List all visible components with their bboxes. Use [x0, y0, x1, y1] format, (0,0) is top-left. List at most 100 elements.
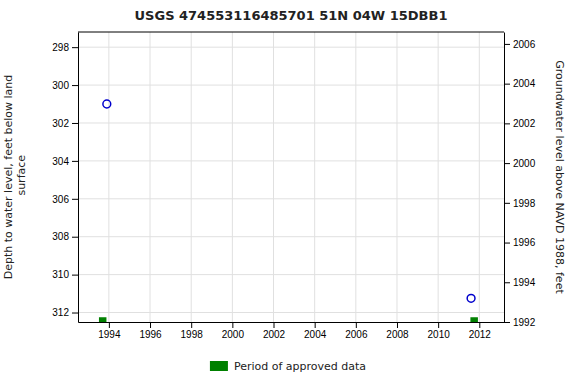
- legend-label: Period of approved data: [234, 360, 366, 373]
- grid-line: [232, 32, 233, 322]
- grid-line: [479, 32, 480, 322]
- tick: 308: [52, 231, 78, 242]
- tick: 2010: [428, 322, 451, 340]
- tick-mark: [274, 322, 275, 328]
- tick-label: 2000: [222, 329, 245, 340]
- tick-mark: [479, 322, 480, 328]
- tick-mark: [150, 322, 151, 328]
- point: [100, 318, 106, 322]
- axis-line: [78, 33, 79, 323]
- tick-mark: [356, 322, 357, 328]
- tick-label: 2000: [513, 158, 536, 169]
- tick: 302: [52, 118, 78, 129]
- tick-mark: [72, 199, 78, 200]
- grid-line: [355, 32, 356, 322]
- tick: 312: [52, 307, 78, 318]
- tick: 1998: [504, 198, 536, 209]
- tick-label: 1992: [513, 317, 536, 328]
- grid-line: [78, 236, 504, 237]
- tick-label: 310: [52, 269, 69, 280]
- tick-label: 2002: [513, 118, 536, 129]
- axis-line: [79, 322, 505, 323]
- tick-label: 298: [52, 42, 69, 53]
- tick-label: 2004: [513, 78, 536, 89]
- tick: 2004: [304, 322, 327, 340]
- tick: 304: [52, 156, 78, 167]
- grid-line: [314, 32, 315, 322]
- tick: 310: [52, 269, 78, 280]
- tick: 2004: [504, 78, 536, 89]
- y2-axis-title: Groundwater level above NAVD 1988, feet: [553, 60, 566, 294]
- y-axis-title-line: surface: [15, 155, 28, 199]
- tick-label: 1996: [513, 237, 536, 248]
- tick: 1996: [504, 237, 536, 248]
- point: [471, 318, 477, 322]
- tick-mark: [504, 84, 510, 85]
- grid: [78, 32, 504, 322]
- series: [100, 318, 477, 322]
- grid-line: [78, 274, 504, 275]
- tick-mark: [315, 322, 316, 328]
- point: [467, 294, 475, 302]
- grid-line: [438, 32, 439, 322]
- tick-mark: [438, 322, 439, 328]
- tick: 2006: [345, 322, 368, 340]
- plot: 1994199619982000200220042006200820102012…: [2, 32, 566, 340]
- tick: 1996: [139, 322, 162, 340]
- tick: 1994: [504, 277, 536, 288]
- tick-label: 2004: [304, 329, 327, 340]
- tick-label: 304: [52, 156, 69, 167]
- series: [103, 100, 475, 302]
- tick-mark: [504, 123, 510, 124]
- grid-line: [191, 32, 192, 322]
- legend-swatch: [210, 361, 228, 371]
- tick-mark: [72, 237, 78, 238]
- tick-mark: [109, 322, 110, 328]
- y-axis-title: Depth to water level, feet below land su…: [2, 75, 28, 280]
- grid-line: [150, 32, 151, 322]
- tick-mark: [72, 123, 78, 124]
- tick: 1998: [181, 322, 204, 340]
- tick-mark: [72, 275, 78, 276]
- tick-label: 2010: [428, 329, 451, 340]
- tick-mark: [504, 163, 510, 164]
- tick-label: 300: [52, 80, 69, 91]
- frame: [78, 32, 504, 33]
- legend: Period of approved data: [210, 360, 366, 373]
- grid-line: [78, 122, 504, 123]
- axis-line: [504, 33, 505, 323]
- tick-mark: [504, 203, 510, 204]
- title: USGS 474553116485701 51N 04W 15DBB1: [135, 8, 448, 23]
- x-axis: 1994199619982000200220042006200820102012: [79, 322, 505, 340]
- tick-label: 1998: [181, 329, 204, 340]
- tick-mark: [191, 322, 192, 328]
- tick: 298: [52, 42, 78, 53]
- tick: 2002: [504, 118, 536, 129]
- y2-axis: 19921994199619982000200220042006: [504, 33, 536, 328]
- tick: 2012: [469, 322, 492, 340]
- grid-line: [78, 198, 504, 199]
- tick: 2000: [504, 158, 536, 169]
- grid-line: [273, 32, 274, 322]
- grid-line: [78, 312, 504, 313]
- tick-mark: [72, 85, 78, 86]
- tick: 1994: [98, 322, 121, 340]
- tick-label: 308: [52, 231, 69, 242]
- grid-line: [78, 47, 504, 48]
- tick: 2000: [222, 322, 245, 340]
- tick-mark: [504, 243, 510, 244]
- legend-item: Period of approved data: [210, 360, 366, 373]
- marks: [100, 100, 477, 322]
- point: [103, 100, 111, 108]
- tick-mark: [232, 322, 233, 328]
- tick-label: 306: [52, 193, 69, 204]
- tick: 1992: [504, 317, 536, 328]
- tick-mark: [72, 47, 78, 48]
- grid-line: [78, 85, 504, 86]
- tick-label: 2012: [469, 329, 492, 340]
- tick-label: 2002: [263, 329, 286, 340]
- y-axis-title-line: Depth to water level, feet below land: [2, 75, 15, 280]
- tick-label: 1994: [513, 277, 536, 288]
- tick-mark: [72, 161, 78, 162]
- y-axis: 298 300 302 304 306 308 310 312: [52, 33, 78, 323]
